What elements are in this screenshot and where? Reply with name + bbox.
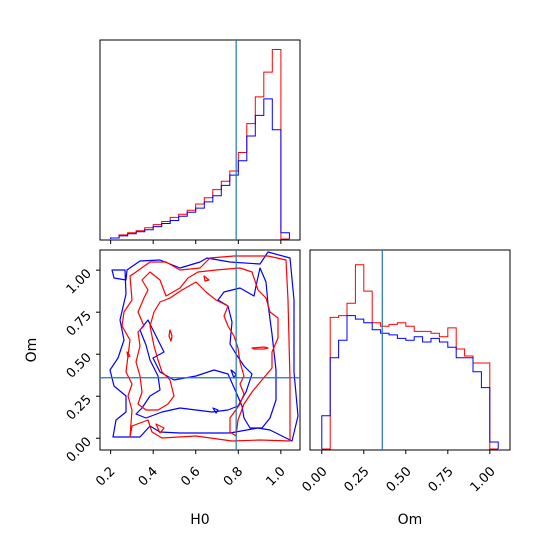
h0-om-contour-frame [99,249,301,451]
h0-hist-series-1 [110,98,290,239]
contour-xtick-label-4: 1.0 [263,464,288,489]
contour-line-red-8 [168,329,173,342]
contour-xtick-label-1: 0.4 [136,464,161,489]
contour-line-red-6 [155,423,165,434]
contour-line-blue-3 [230,369,237,379]
contour-xtick-label-0: 0.2 [93,464,118,489]
contour-line-blue-0 [109,251,299,442]
contour-ytick-label-0: 0.00 [64,434,95,465]
h0-hist-series-0 [110,49,290,240]
contour-ytick-label-1: 0.25 [64,392,95,423]
contour-ytick-label-3: 0.75 [64,308,95,339]
om-hist-xtick-label-1: 0.25 [342,464,373,495]
om-hist-series-0 [321,264,499,450]
contour-line-blue-1 [135,267,277,429]
contour-line-blue-2 [212,407,219,414]
contour-ytick-label-2: 0.50 [64,350,95,381]
h0-histogram-frame [99,39,301,241]
om-hist-xtick-label-2: 0.50 [384,464,415,495]
y-axis-label-om: Om [24,338,40,363]
contour-line-red-7 [251,346,269,350]
om-hist-series-1 [321,315,499,449]
contour-ytick-label-4: 1.00 [64,266,95,297]
om-histogram-frame [309,249,511,451]
contour-line-red-10 [126,351,131,358]
om-hist-xtick-label-3: 0.75 [426,464,457,495]
om-histogram [321,250,499,450]
h0-histogram [110,40,290,240]
om-hist-xtick-label-0: 0.00 [300,464,331,495]
h0-om-contours [100,250,300,450]
contour-xtick-label-2: 0.6 [178,464,203,489]
contour-line-red-5 [135,267,279,437]
x-axis-label-h0: H0 [190,512,209,528]
x-axis-label-om: Om [398,512,423,528]
contour-line-red-9 [203,275,210,282]
om-hist-xtick-label-4: 1.00 [468,464,499,495]
axis-ticks: 0.2 0.4 0.6 0.8 1.0 0.00 0.25 0.50 0.75 1.00 0.00 0… [64,240,499,495]
contour-xtick-label-3: 0.8 [221,464,246,489]
